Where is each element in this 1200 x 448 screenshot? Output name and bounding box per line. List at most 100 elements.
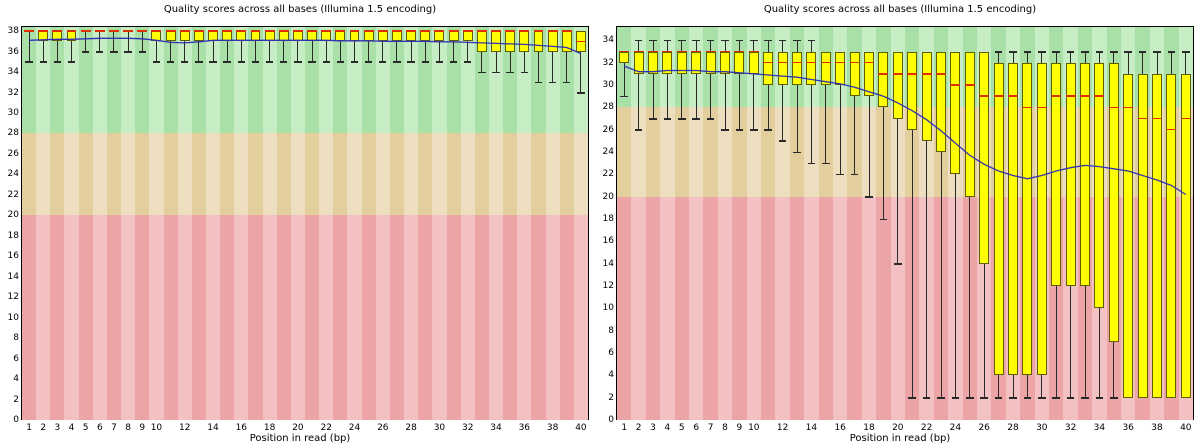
lower-whisker-cap (577, 92, 585, 94)
lower-whisker-cap (721, 129, 729, 131)
median-line (763, 61, 774, 64)
lower-whisker (339, 41, 341, 62)
iqr-box (505, 31, 516, 52)
medium-quality-band (64, 133, 80, 216)
median-line (151, 30, 162, 32)
medium-quality-band (559, 133, 575, 216)
iqr-box (307, 31, 317, 42)
medium-quality-band (191, 133, 207, 216)
median-line (633, 50, 644, 53)
lower-whisker-cap (980, 397, 988, 399)
lower-whisker-cap (1038, 397, 1046, 399)
lower-whisker (911, 129, 913, 398)
upper-whisker-cap (678, 39, 686, 42)
iqr-box (1166, 73, 1177, 398)
iqr-box (533, 31, 544, 52)
lower-whisker-cap (836, 173, 844, 176)
lower-whisker-cap (336, 61, 345, 63)
x-tick-label: 28 (405, 423, 417, 433)
median-line (907, 73, 918, 75)
lower-whisker (710, 73, 712, 119)
lower-whisker-cap (692, 118, 700, 120)
y-tick-label: 24 (7, 169, 19, 180)
quality-boxplot-right: Quality scores across all bases (Illumin… (600, 0, 1200, 448)
x-tick-label: 32 (1064, 423, 1077, 433)
x-tick-label: 9 (139, 423, 146, 433)
plot-border-right (1193, 26, 1194, 420)
lower-whisker-cap (663, 118, 672, 120)
medium-quality-band (660, 107, 676, 197)
poor-quality-band (205, 215, 221, 420)
lower-whisker-cap (894, 263, 902, 265)
y-tick-label: 12 (602, 281, 614, 292)
poor-quality-band (432, 215, 447, 420)
iqr-box (935, 51, 947, 153)
lower-whisker (311, 41, 313, 62)
lower-whisker-cap (793, 151, 801, 154)
lower-whisker (537, 51, 539, 83)
medium-quality-band (92, 133, 108, 216)
y-tick-label: 26 (602, 124, 614, 135)
median-line (222, 30, 233, 32)
median-line (462, 30, 473, 32)
iqr-box (691, 51, 702, 74)
x-tick-label: 1 (621, 423, 628, 433)
lower-whisker-cap (1081, 397, 1089, 399)
upper-whisker-cap (1038, 51, 1046, 53)
poor-quality-band (717, 196, 733, 420)
iqr-box (993, 62, 1004, 376)
lower-whisker (998, 375, 1000, 398)
lower-whisker (926, 140, 928, 398)
median-line (491, 30, 501, 32)
lower-whisker-cap (649, 118, 657, 120)
median-line (979, 95, 990, 97)
poor-quality-band (746, 196, 762, 420)
lower-whisker-cap (822, 162, 830, 165)
poor-quality-band (305, 215, 320, 420)
poor-quality-band (703, 196, 719, 420)
poor-quality-band (290, 215, 306, 420)
medium-quality-band (149, 133, 164, 216)
lower-whisker (184, 41, 186, 62)
x-tick-label: 34 (1093, 423, 1106, 433)
lower-whisker-cap (280, 61, 288, 63)
lower-whisker (738, 73, 740, 130)
iqr-box (1094, 62, 1105, 309)
lower-whisker (767, 85, 769, 130)
upper-whisker (767, 40, 769, 52)
y-tick-label: 6 (13, 353, 19, 364)
poor-quality-band (404, 215, 419, 420)
upper-whisker-cap (634, 39, 643, 42)
poor-quality-band (789, 196, 805, 420)
x-tick-label: 24 (949, 423, 962, 433)
lower-whisker (325, 41, 327, 62)
lower-whisker (1070, 286, 1072, 398)
iqr-box (165, 31, 176, 42)
median-line (420, 30, 431, 32)
iqr-box (278, 31, 289, 42)
poor-quality-band (149, 215, 164, 420)
median-line (335, 30, 346, 32)
upper-whisker-cap (663, 39, 672, 42)
lower-whisker-cap (1095, 397, 1104, 399)
lower-whisker-cap (750, 129, 758, 131)
y-axis-line (616, 26, 617, 420)
x-tick-label: 6 (693, 423, 700, 433)
median-line (179, 30, 190, 32)
y-tick-label: 22 (7, 189, 19, 200)
poor-quality-band (474, 215, 490, 420)
lower-whisker-cap (937, 397, 945, 399)
lower-whisker-cap (922, 397, 931, 399)
median-line (1108, 106, 1119, 109)
upper-whisker-cap (1182, 51, 1190, 53)
iqr-box (1007, 62, 1019, 376)
iqr-box (151, 31, 162, 42)
median-line (878, 73, 889, 75)
median-line (777, 61, 788, 64)
median-line (993, 95, 1004, 97)
median-line (123, 30, 134, 32)
upper-whisker (998, 51, 1000, 63)
lower-whisker (1041, 375, 1043, 398)
iqr-box (349, 31, 360, 42)
lower-whisker-cap (421, 61, 429, 63)
